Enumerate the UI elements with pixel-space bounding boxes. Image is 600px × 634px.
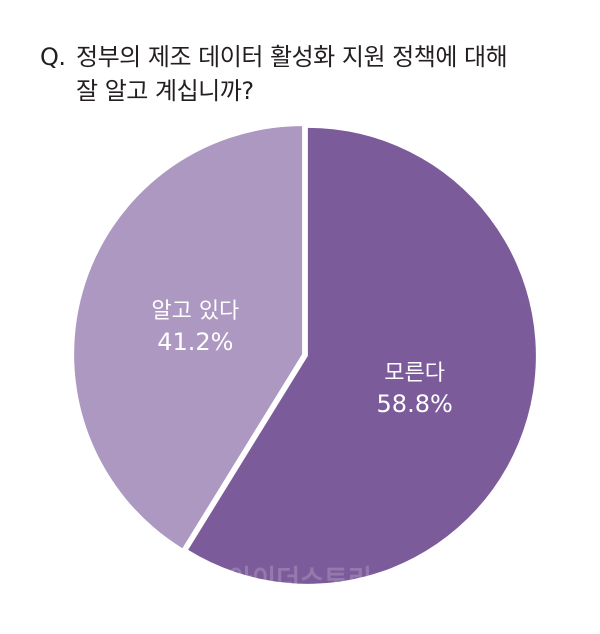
question-text: Q. 정부의 제조 데이터 활성화 지원 정책에 대해 잘 알고 계십니까? <box>40 40 580 108</box>
pie-slice-1 <box>188 127 536 584</box>
slice-value-2: 41.2% <box>157 328 233 356</box>
question-line-2: 잘 알고 계십니까? <box>76 77 254 105</box>
pie-slice-2 <box>74 126 303 549</box>
pie-slices <box>74 126 536 584</box>
slice-label-2: 알고 있다 <box>151 299 239 324</box>
slice-label-1: 모른다 <box>384 361 445 386</box>
question-line-1-text: 정부의 제조 데이터 활성화 지원 정책에 대해 <box>76 43 508 71</box>
watermark-text: 아이더스토리 <box>228 565 372 595</box>
question-prefix: Q. <box>40 43 66 71</box>
slice-value-1: 58.8% <box>377 390 453 418</box>
pie-labels: 모른다 58.8% 알고 있다 41.2% <box>151 299 452 418</box>
question-line-1: Q. 정부의 제조 데이터 활성화 지원 정책에 대해 <box>40 40 580 74</box>
